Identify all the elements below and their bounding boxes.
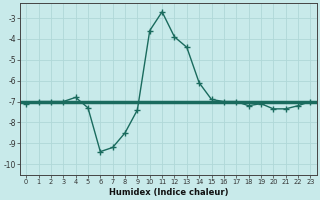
- X-axis label: Humidex (Indice chaleur): Humidex (Indice chaleur): [108, 188, 228, 197]
